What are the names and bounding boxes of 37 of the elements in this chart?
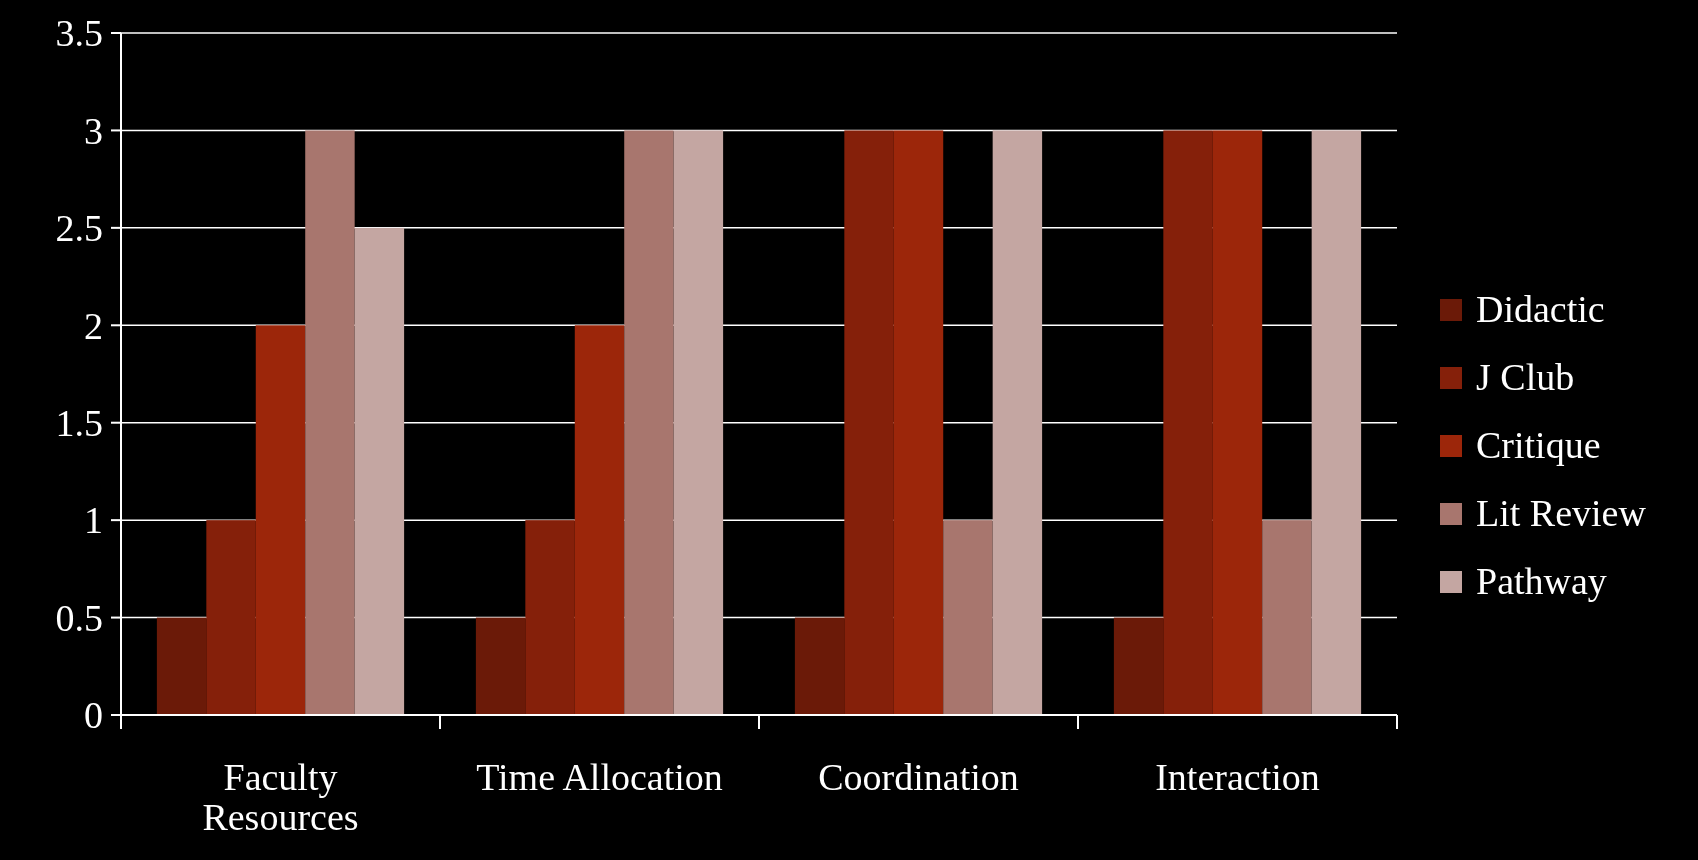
x-tick-label: Coordination <box>818 756 1019 798</box>
legend-label: J Club <box>1476 356 1575 399</box>
y-tick-label: 0 <box>84 694 103 737</box>
bar <box>1262 520 1312 715</box>
bar <box>673 130 724 715</box>
bar <box>574 325 625 715</box>
y-tick-label: 0.5 <box>55 596 103 639</box>
bar <box>794 617 845 715</box>
x-tick-label: Time Allocation <box>476 756 723 798</box>
bar <box>354 227 405 715</box>
bar <box>844 130 894 715</box>
bar <box>943 520 993 715</box>
bar <box>992 130 1043 715</box>
bar <box>475 617 526 715</box>
y-tick-label: 2.5 <box>55 207 103 250</box>
x-tick-label: Interaction <box>1155 756 1320 798</box>
bar <box>255 325 306 715</box>
legend-label: Lit Review <box>1476 492 1647 535</box>
legend-label: Critique <box>1476 424 1601 467</box>
y-tick-label: 1.5 <box>55 402 103 445</box>
bar <box>305 130 355 715</box>
bar <box>1163 130 1213 715</box>
bar <box>156 617 207 715</box>
bar <box>1212 130 1263 715</box>
bar <box>206 520 256 715</box>
bar <box>525 520 575 715</box>
bar <box>893 130 944 715</box>
y-tick-label: 2 <box>84 304 103 347</box>
y-tick-label: 1 <box>84 499 103 542</box>
bar <box>1311 130 1362 715</box>
legend-label: Pathway <box>1476 560 1607 603</box>
legend-label: Didactic <box>1476 288 1605 331</box>
bar <box>1113 617 1164 715</box>
x-tick-label: Faculty Resources <box>202 756 359 838</box>
y-tick-label: 3.5 <box>55 12 103 55</box>
y-tick-label: 3 <box>84 109 103 152</box>
bar <box>624 130 674 715</box>
